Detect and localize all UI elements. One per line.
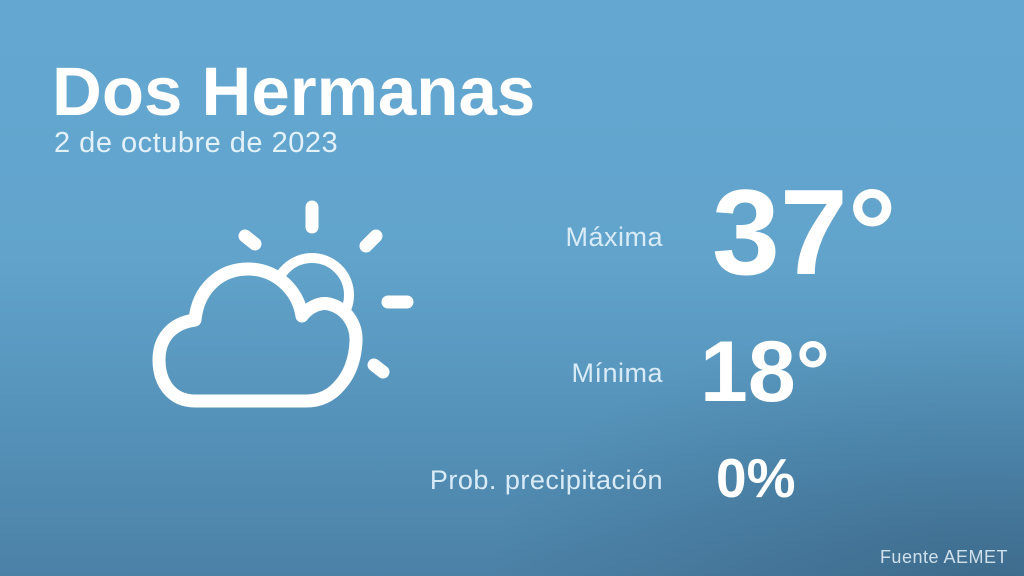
cloud-icon bbox=[152, 262, 363, 408]
min-temp-label: Mínima bbox=[571, 358, 663, 388]
precipitation-value: 0% bbox=[716, 447, 796, 509]
precipitation-label: Prob. precipitación bbox=[429, 465, 663, 495]
max-temp-value: 37° bbox=[712, 164, 897, 300]
min-temp-value: 18° bbox=[700, 324, 831, 420]
forecast-date: 2 de octubre de 2023 bbox=[54, 127, 339, 159]
max-temp-label: Máxima bbox=[565, 222, 663, 252]
source-attribution: Fuente AEMET bbox=[879, 547, 1008, 567]
partly-cloudy-icon bbox=[152, 200, 414, 408]
location-title: Dos Hermanas bbox=[52, 53, 536, 130]
sun-rays-icon bbox=[238, 200, 414, 379]
